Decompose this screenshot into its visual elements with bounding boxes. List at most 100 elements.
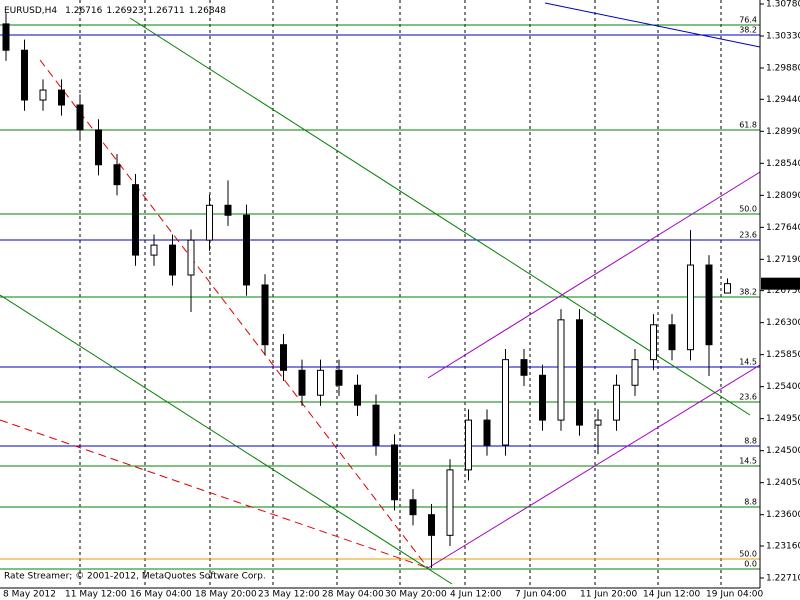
current-price-box bbox=[761, 277, 800, 290]
fib-label: 50.0 bbox=[739, 550, 757, 559]
y-tick-label: 1.26300 bbox=[766, 318, 800, 328]
candle-body bbox=[58, 89, 65, 106]
candle-body bbox=[113, 164, 121, 186]
candle-body bbox=[243, 214, 250, 286]
fib-label: 14.5 bbox=[739, 358, 757, 367]
candle-body bbox=[724, 283, 731, 294]
y-tick-label: 1.28090 bbox=[766, 191, 800, 201]
candle-body bbox=[650, 324, 657, 361]
y-tick-label: 1.26750 bbox=[766, 286, 800, 296]
fib-label: 14.5 bbox=[739, 457, 757, 466]
candle-body bbox=[668, 324, 676, 351]
candle-body bbox=[594, 419, 602, 426]
fib-label: 38.2 bbox=[739, 288, 757, 297]
candle-body bbox=[465, 419, 472, 471]
x-tick-label: 28 May 04:00 bbox=[322, 590, 384, 600]
trend-line bbox=[544, 2, 761, 48]
candle-body bbox=[520, 359, 528, 376]
trend-line bbox=[0, 419, 429, 569]
header-field: EURUSD,H4 bbox=[4, 6, 57, 16]
fib-label: 23.6 bbox=[739, 393, 757, 402]
fib-label: 61.8 bbox=[739, 121, 757, 130]
candle-body bbox=[261, 284, 269, 346]
candle-body bbox=[21, 49, 28, 101]
candle-body bbox=[317, 369, 324, 396]
x-tick-label: 7 Jun 04:00 bbox=[515, 590, 567, 600]
header-field: 1.26923 bbox=[106, 6, 143, 16]
candle-body bbox=[705, 264, 713, 346]
y-tick-label: 1.30330 bbox=[766, 32, 800, 42]
trend-line bbox=[129, 17, 751, 416]
header-field: 1.26716 bbox=[65, 6, 102, 16]
y-tick-label: 1.23160 bbox=[766, 541, 800, 551]
candle-body bbox=[298, 369, 306, 396]
candle-body bbox=[502, 359, 509, 446]
y-tick-label: 1.24050 bbox=[766, 478, 800, 488]
x-tick-label: 11 Jun 20:00 bbox=[580, 590, 637, 600]
candle-body bbox=[372, 404, 380, 446]
candles bbox=[2, 13, 731, 569]
candle-body bbox=[169, 244, 176, 276]
x-tick-label: 19 Jun 04:00 bbox=[706, 590, 763, 600]
candle-body bbox=[206, 204, 213, 241]
candle-body bbox=[335, 369, 343, 386]
fib-label: 76.4 bbox=[739, 15, 757, 24]
candle-body bbox=[557, 319, 565, 421]
channel-line bbox=[427, 171, 761, 379]
current-price-label: 1.26848 bbox=[763, 279, 800, 289]
header-field: 1.26711 bbox=[148, 6, 185, 16]
candle-body bbox=[391, 444, 398, 501]
fib-label: 0.0 bbox=[744, 560, 757, 569]
candle-body bbox=[187, 239, 195, 276]
candle-body bbox=[2, 23, 10, 51]
trend-lines bbox=[0, 2, 761, 585]
fib-label: 50.0 bbox=[739, 205, 757, 214]
candle-body bbox=[446, 469, 454, 536]
candle-body bbox=[576, 319, 583, 426]
candle-body bbox=[354, 384, 361, 406]
y-tick-label: 1.28540 bbox=[766, 159, 800, 169]
x-tick-label: 16 May 04:00 bbox=[130, 590, 192, 600]
trend-line bbox=[39, 59, 429, 569]
fib-label: 23.6 bbox=[739, 231, 757, 240]
candle-body bbox=[132, 184, 139, 256]
y-tick-label: 1.22710 bbox=[766, 574, 800, 584]
y-tick-label: 1.30780 bbox=[766, 0, 800, 10]
x-tick-label: 11 May 12:00 bbox=[65, 590, 127, 600]
y-tick-label: 1.29440 bbox=[766, 95, 800, 105]
candle-body bbox=[687, 264, 694, 351]
candle-body bbox=[428, 514, 435, 536]
y-tick-label: 1.25400 bbox=[766, 382, 800, 392]
y-tick-label: 1.25850 bbox=[766, 350, 800, 360]
candle-body bbox=[613, 384, 620, 421]
candle-body bbox=[280, 344, 287, 371]
y-tick-label: 1.28990 bbox=[766, 127, 800, 137]
x-tick-label: 23 May 12:00 bbox=[258, 590, 320, 600]
candle-body bbox=[150, 244, 158, 256]
channel-line bbox=[427, 364, 761, 569]
x-tick-label: 14 Jun 12:00 bbox=[643, 590, 700, 600]
y-tick-label: 1.29880 bbox=[766, 64, 800, 74]
y-tick-label: 1.27190 bbox=[766, 255, 800, 265]
fibonacci-levels: 76.4 38.2 61.8 50.0 23.6 38.2 14.5 23.6 8.8 14.5 8… bbox=[0, 15, 760, 570]
fib-label: 8.8 bbox=[744, 498, 757, 507]
chart-header: EURUSD,H4 1.26716 1.26923 1.26711 1.26848 bbox=[4, 6, 226, 16]
candle-body bbox=[483, 419, 491, 446]
axis-labels: 1.30780 1.30330 1.29880 1.29440 1.28990 1.285… bbox=[3, 0, 800, 600]
y-tick-label: 1.24950 bbox=[766, 414, 800, 424]
candle-body bbox=[631, 359, 639, 386]
fib-label: 38.2 bbox=[739, 26, 757, 35]
x-tick-label: 30 May 20:00 bbox=[385, 590, 447, 600]
trend-line bbox=[0, 294, 453, 585]
candle-body bbox=[409, 499, 417, 516]
candle-body bbox=[539, 374, 546, 421]
x-tick-label: 18 May 20:00 bbox=[195, 590, 257, 600]
x-tick-label: 4 Jun 12:00 bbox=[450, 590, 502, 600]
x-tick-label: 8 May 2012 bbox=[3, 590, 56, 600]
copyright: Rate Streamer; © 2001-2012, MetaQuotes S… bbox=[4, 572, 266, 582]
candle-body bbox=[39, 89, 47, 101]
y-tick-label: 1.27640 bbox=[766, 223, 800, 233]
candle-body bbox=[76, 104, 84, 131]
candle-body bbox=[224, 204, 232, 216]
